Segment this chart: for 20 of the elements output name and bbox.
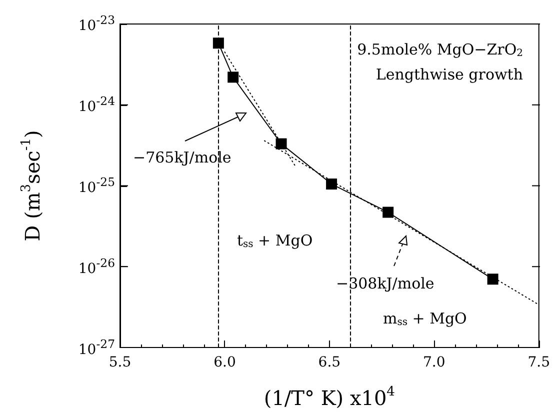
y-tick-label: 10$^{-25}$ <box>78 174 115 196</box>
y-axis-title: D (m3sec-1) <box>19 130 44 242</box>
y-tick-label: 10$^{-24}$ <box>78 94 115 115</box>
x-tick-label: 7.0 <box>423 354 446 370</box>
point <box>382 206 394 218</box>
annotation: Lengthwise growth <box>376 66 524 84</box>
x-tick-label: 6.5 <box>318 354 341 370</box>
point <box>326 178 338 190</box>
annotation: −308kJ/mole <box>336 274 434 292</box>
point <box>212 38 224 49</box>
annotation: −765kJ/mole <box>133 148 232 166</box>
x-tick-label: 5.5 <box>108 354 132 370</box>
point <box>487 274 498 285</box>
point <box>276 138 287 150</box>
x-tick-label: 7.5 <box>528 354 550 370</box>
y-tick-label: 10$^{-27}$ <box>78 336 115 358</box>
x-tick-label: 6.0 <box>214 354 236 370</box>
y-tick-label: 10$^{-26}$ <box>78 256 115 276</box>
point <box>228 72 239 83</box>
y-tick-label: 10$^{-23}$ <box>78 13 115 34</box>
